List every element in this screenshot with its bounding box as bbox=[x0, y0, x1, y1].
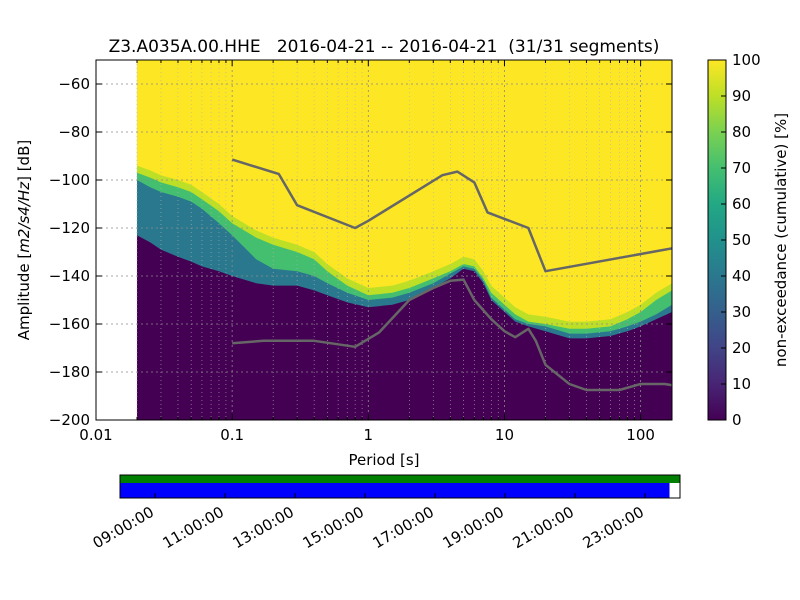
colorbar-tick-label: 80 bbox=[732, 123, 751, 141]
x-axis-label: Period [s] bbox=[348, 451, 419, 469]
colorbar-tick-label: 60 bbox=[732, 195, 751, 213]
plot-frame bbox=[95, 59, 673, 421]
y-tick-label: −60 bbox=[58, 75, 90, 93]
colorbar-tick-label: 30 bbox=[732, 303, 751, 321]
colorbar-ticks: 0 10 20 30 40 50 60 70 80 90 100 bbox=[721, 51, 761, 429]
y-axis-ticks: −60 −80 −100 −120 −140 −160 −180 −200 bbox=[49, 75, 672, 429]
colorbar-tick-label: 100 bbox=[732, 51, 761, 69]
colorbar-tick-label: 40 bbox=[732, 267, 751, 285]
timeline-selected-coverage bbox=[120, 483, 670, 498]
y-tick-label: −160 bbox=[49, 315, 90, 333]
x-tick-label: 100 bbox=[626, 426, 655, 444]
colorbar-tick-label: 0 bbox=[732, 411, 742, 429]
timeline-tick-label: 11:00:00 bbox=[160, 503, 227, 552]
timeline-tick-label: 17:00:00 bbox=[370, 503, 437, 552]
x-tick-label: 1 bbox=[364, 426, 374, 444]
grid-lines bbox=[96, 60, 672, 420]
y-tick-label: −80 bbox=[58, 123, 90, 141]
noise-model-curves bbox=[231, 158, 672, 392]
segment-timeline: 09:00:00 11:00:00 13:00:00 15:00:00 17:00:00… bbox=[90, 474, 681, 552]
psd-heatmap bbox=[136, 60, 672, 420]
y-tick-label: −200 bbox=[49, 411, 90, 429]
x-axis-ticks: 0.01 0.1 1 10 100 bbox=[79, 60, 655, 444]
x-tick-label: 0.1 bbox=[220, 426, 244, 444]
noise-model-line bbox=[231, 158, 672, 273]
colorbar-tick-label: 50 bbox=[732, 231, 751, 249]
colorbar-tick-label: 90 bbox=[732, 87, 751, 105]
timeline-tick-label: 13:00:00 bbox=[230, 503, 297, 552]
timeline-tick-label: 09:00:00 bbox=[90, 503, 157, 552]
colorbar-tick-label: 70 bbox=[732, 159, 751, 177]
timeline-tick-label: 15:00:00 bbox=[300, 503, 367, 552]
y-axis-label: Amplitude [m2/s4/Hz] [dB] bbox=[15, 140, 33, 340]
timeline-frame bbox=[119, 474, 681, 499]
y-tick-label: −140 bbox=[49, 267, 90, 285]
colorbar-label: non-exceedance (cumulative) [%] bbox=[772, 113, 790, 367]
timeline-tick-label: 21:00:00 bbox=[510, 503, 577, 552]
x-tick-label: 0.01 bbox=[79, 426, 112, 444]
colorbar-tick-label: 20 bbox=[732, 339, 751, 357]
y-tick-label: −180 bbox=[49, 363, 90, 381]
y-tick-label: −100 bbox=[49, 171, 90, 189]
y-tick-label: −120 bbox=[49, 219, 90, 237]
timeline-tick-label: 19:00:00 bbox=[440, 503, 507, 552]
timeline-data-coverage bbox=[120, 475, 680, 483]
x-tick-label: 10 bbox=[495, 426, 514, 444]
chart-title: Z3.A035A.00.HHE 2016-04-21 -- 2016-04-21… bbox=[109, 37, 660, 57]
noise-model-line bbox=[232, 278, 672, 392]
timeline-tick-label: 23:00:00 bbox=[580, 503, 647, 552]
colorbar-tick-label: 10 bbox=[732, 375, 751, 393]
